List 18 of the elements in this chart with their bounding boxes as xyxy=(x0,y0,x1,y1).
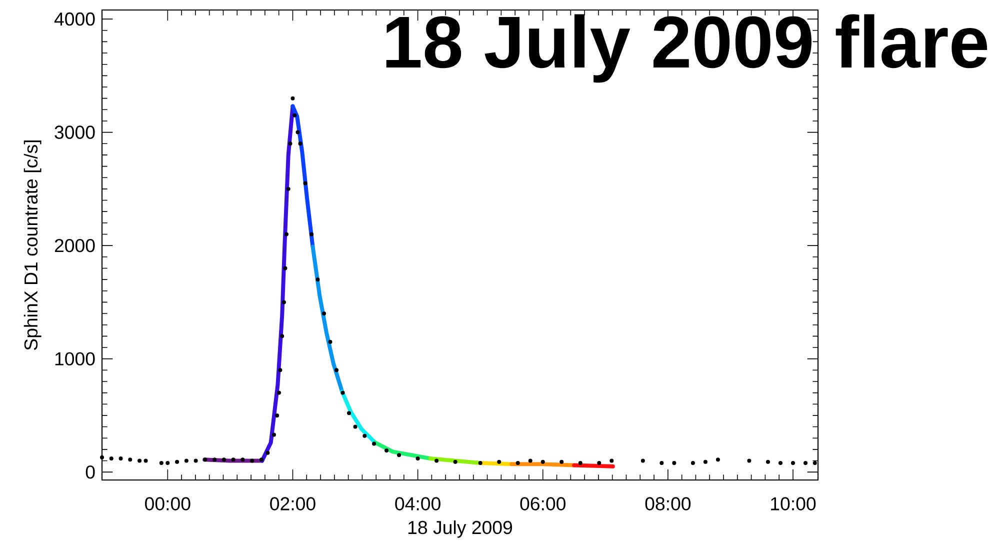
y-tick-label: 3000 xyxy=(54,126,95,139)
line-series xyxy=(340,390,378,445)
x-tick-label: 04:00 xyxy=(395,497,440,510)
y-tick-label: 2000 xyxy=(54,238,95,252)
line-series xyxy=(290,104,315,249)
x-tick-label: 00:00 xyxy=(145,497,190,510)
chart-title: 18 July 2009 flare xyxy=(386,14,988,83)
x-tick-label: 06:00 xyxy=(520,497,566,510)
x-tick-label: 02:00 xyxy=(270,497,316,510)
line-series xyxy=(310,244,344,394)
y-tick-label: 4000 xyxy=(54,12,95,26)
line-series xyxy=(260,104,295,463)
y-tick-label: 0 xyxy=(86,465,95,479)
x-tick-label: 10:00 xyxy=(771,497,816,510)
y-tick-label: 1000 xyxy=(55,352,95,366)
x-tick-label: 08:00 xyxy=(645,497,691,510)
y-axis-title: SphinX D1 countrate [c/s] xyxy=(24,140,42,350)
x-axis-title: 18 July 2009 xyxy=(408,520,512,538)
